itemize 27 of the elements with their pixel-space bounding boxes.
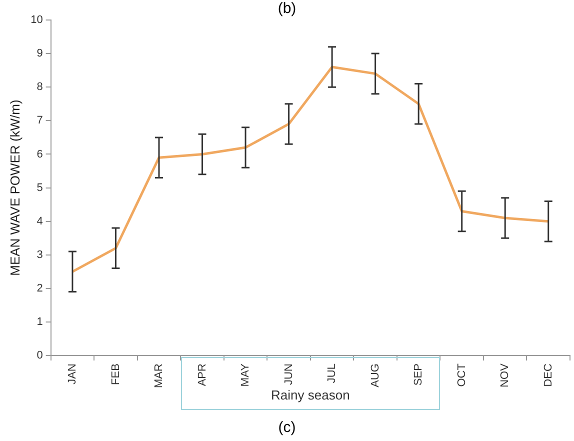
x-tick-label: JAN: [66, 364, 78, 384]
y-tick-label: 5: [36, 182, 43, 194]
y-tick-label: 10: [30, 14, 43, 26]
y-tick-label: 8: [36, 81, 43, 94]
y-tick-label: 2: [36, 282, 43, 294]
y-tick-label: 3: [36, 248, 43, 261]
y-tick-label: 9: [36, 48, 43, 60]
x-tick-label: JUL: [326, 364, 338, 384]
y-tick-label: 6: [36, 148, 43, 160]
y-tick-label: 7: [36, 114, 43, 127]
y-tick-label: 0: [36, 350, 43, 362]
x-tick-label: JUN: [282, 364, 295, 385]
y-axis-title: MEAN WAVE POWER (kW/m): [7, 100, 22, 276]
x-tick-label: APR: [196, 364, 208, 386]
x-tick-label: DEC: [542, 364, 554, 387]
text: (c): [278, 419, 296, 436]
text: (b): [278, 0, 296, 18]
x-tick-label: MAY: [240, 362, 252, 387]
x-tick-label: NOV: [499, 362, 512, 388]
y-tick-label: 1: [36, 316, 43, 328]
x-tick-label: FEB: [110, 364, 122, 385]
text: Rainy season: [271, 388, 350, 403]
x-tick-label: SEP: [412, 364, 425, 386]
x-tick-label: OCT: [456, 363, 468, 387]
y-tick-label: 4: [36, 215, 43, 228]
x-tick-label: MAR: [153, 364, 166, 388]
x-tick-label: AUG: [369, 364, 382, 388]
